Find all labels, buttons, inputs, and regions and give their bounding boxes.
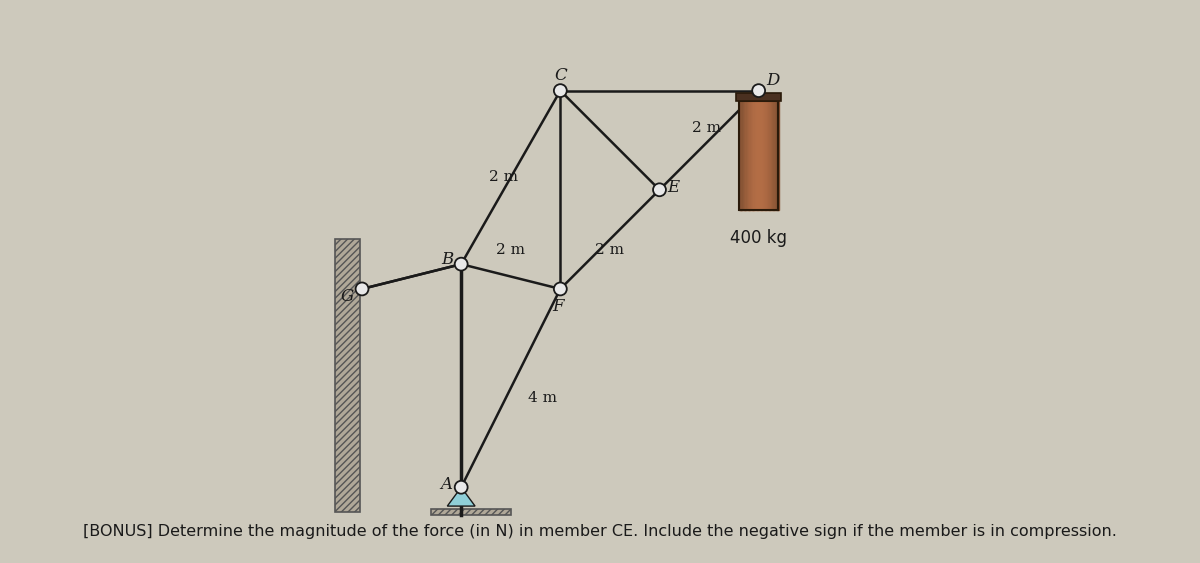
- Bar: [755, 101, 756, 209]
- Bar: [758, 101, 761, 209]
- Bar: [763, 101, 764, 209]
- Text: 2 m: 2 m: [595, 243, 624, 257]
- Text: D: D: [766, 72, 779, 89]
- Bar: [742, 101, 743, 209]
- Bar: [746, 101, 749, 209]
- Bar: [756, 101, 758, 209]
- Bar: [754, 101, 755, 209]
- Bar: [774, 101, 776, 209]
- Bar: [335, 239, 360, 512]
- Text: 4 m: 4 m: [528, 391, 557, 405]
- Bar: [748, 101, 750, 209]
- Bar: [760, 101, 762, 209]
- Bar: [749, 101, 751, 209]
- Bar: [766, 101, 767, 209]
- Text: 2 m: 2 m: [497, 243, 526, 257]
- Bar: [778, 101, 779, 209]
- Bar: [744, 101, 746, 209]
- Bar: [767, 101, 768, 209]
- Bar: [743, 101, 745, 209]
- Bar: [739, 101, 779, 209]
- Text: [BONUS] Determine the magnitude of the force (in N) in member CE. Include the ne: [BONUS] Determine the magnitude of the f…: [83, 524, 1117, 539]
- Bar: [769, 101, 772, 209]
- Bar: [745, 101, 748, 209]
- Text: 2 m: 2 m: [490, 171, 518, 185]
- Bar: [739, 101, 740, 209]
- Bar: [432, 508, 511, 515]
- Bar: [740, 101, 742, 209]
- Bar: [776, 101, 778, 209]
- Text: 400 kg: 400 kg: [730, 230, 787, 248]
- Circle shape: [355, 283, 368, 296]
- Bar: [752, 101, 754, 209]
- Bar: [757, 101, 760, 209]
- Circle shape: [653, 184, 666, 196]
- Bar: [751, 101, 752, 209]
- Text: C: C: [554, 67, 566, 84]
- Bar: [773, 101, 775, 209]
- Circle shape: [554, 283, 566, 296]
- Text: G: G: [341, 288, 354, 305]
- Text: B: B: [442, 251, 454, 267]
- Bar: [764, 101, 766, 209]
- Bar: [770, 101, 773, 209]
- Bar: [768, 101, 769, 209]
- Circle shape: [455, 258, 468, 271]
- Bar: [737, 93, 781, 101]
- Circle shape: [554, 84, 566, 97]
- Bar: [761, 101, 763, 209]
- Text: E: E: [667, 179, 679, 196]
- Circle shape: [752, 84, 766, 97]
- Polygon shape: [448, 487, 475, 506]
- Text: F: F: [552, 298, 564, 315]
- Text: 2 m: 2 m: [692, 121, 721, 135]
- Text: A: A: [440, 476, 452, 493]
- Bar: [772, 101, 774, 209]
- Circle shape: [455, 481, 468, 494]
